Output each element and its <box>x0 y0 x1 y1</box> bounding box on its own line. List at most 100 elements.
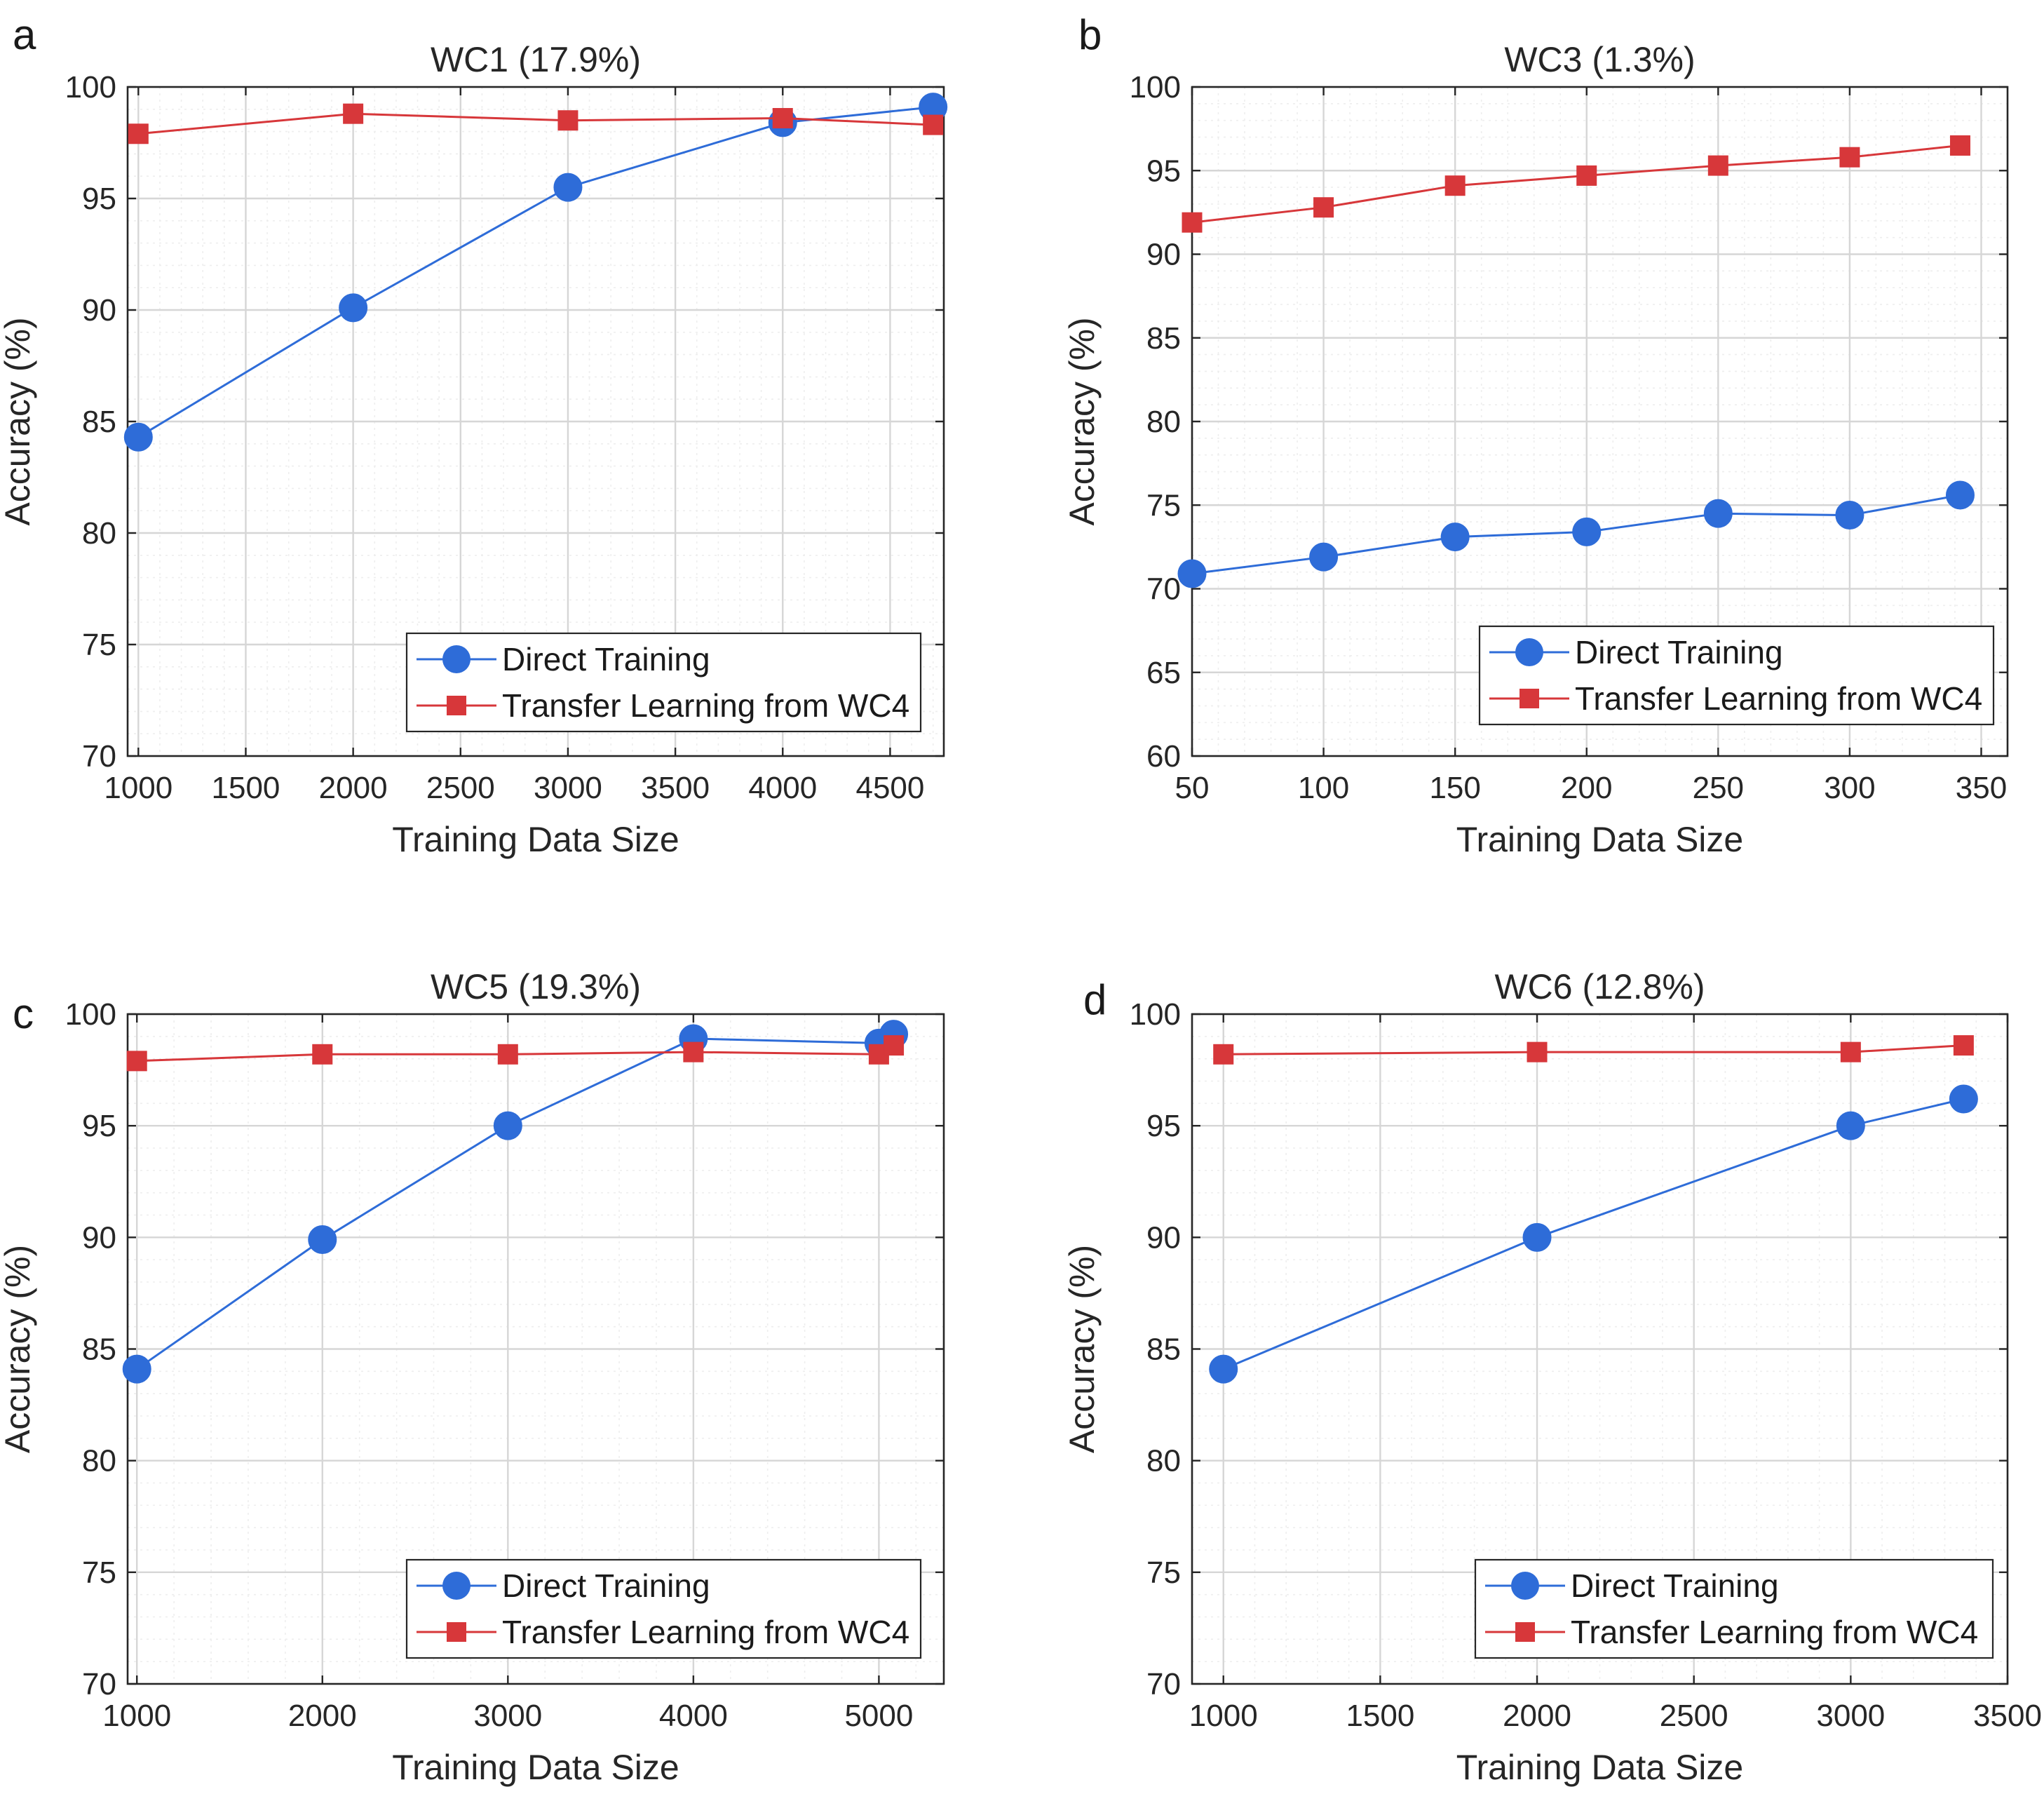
legend-box <box>1478 625 1995 726</box>
data-point-square <box>1840 1041 1861 1063</box>
legend-marker-circle <box>1511 1572 1539 1600</box>
series-line <box>1223 1044 1964 1056</box>
data-point-circle <box>308 1225 337 1255</box>
data-point-square <box>1949 135 1970 156</box>
data-point-circle <box>553 173 583 202</box>
legend: Direct Training Transfer Learning from WC… <box>405 1558 922 1659</box>
x-tick-label: 350 <box>1956 771 2007 805</box>
y-tick-label: 85 <box>82 1333 116 1367</box>
series-transfer-learning <box>1213 1035 1974 1065</box>
legend-marker-circle <box>442 645 471 673</box>
data-point-circle <box>493 1111 522 1140</box>
data-point-circle <box>1572 517 1602 546</box>
y-tick-label: 85 <box>82 405 116 439</box>
data-point-square <box>557 110 578 131</box>
data-point-square <box>497 1044 518 1065</box>
panel-letter: d <box>1083 976 1106 1023</box>
y-tick-label: 100 <box>65 70 116 104</box>
y-axis-label: Accuracy (%) <box>0 1245 37 1453</box>
data-point-circle <box>1309 542 1339 572</box>
y-tick-label: 90 <box>1146 1220 1181 1255</box>
x-tick-label: 50 <box>1175 771 1210 805</box>
data-point-square <box>1444 175 1466 196</box>
x-tick-label: 1000 <box>102 1699 171 1733</box>
y-tick-label: 95 <box>82 1109 116 1143</box>
data-point-circle <box>1945 480 1975 510</box>
legend-label: Direct Training <box>502 1567 710 1604</box>
y-tick-label: 95 <box>82 182 116 216</box>
x-axis-label: Training Data Size <box>392 1748 679 1787</box>
data-point-square <box>126 1051 147 1072</box>
y-tick-label: 65 <box>1146 656 1181 690</box>
legend-label: Direct Training <box>502 641 710 677</box>
data-point-square <box>1182 212 1203 233</box>
chart-panel-b: 50 100 150 200 250 300 350 60 65 70 75 80 85 90 95 100 W… <box>1062 11 2009 859</box>
x-tick-label: 4500 <box>855 771 924 805</box>
y-tick-label: 85 <box>1146 321 1181 356</box>
legend-marker-square <box>1515 1622 1535 1642</box>
legend: Direct Training Transfer Learning from WC… <box>1478 625 1995 726</box>
x-tick-label: 100 <box>1298 771 1349 805</box>
series-transfer-learning <box>128 103 944 144</box>
data-point-square <box>772 108 793 129</box>
data-point-square <box>312 1044 333 1065</box>
x-axis-label: Training Data Size <box>392 820 679 859</box>
x-tick-label: 5000 <box>844 1699 913 1733</box>
legend-label: Direct Training <box>1575 634 1783 670</box>
x-axis-label: Training Data Size <box>1456 820 1743 859</box>
x-tick-label: 3000 <box>1816 1699 1885 1733</box>
y-tick-label: 80 <box>1146 405 1181 439</box>
x-tick-label: 2000 <box>319 771 388 805</box>
x-tick-label: 200 <box>1561 771 1612 805</box>
chart-panel-d: 1000 1500 2000 2500 3000 3500 70 75 80 85 90 95 100 W… <box>1062 967 2042 1787</box>
legend-marker-square <box>1520 689 1539 708</box>
y-tick-label: 75 <box>1146 488 1181 522</box>
legend-label: Transfer Learning from WC4 <box>502 687 909 724</box>
legend-marker-circle <box>442 1572 471 1600</box>
data-point-circle <box>1440 522 1470 552</box>
chart-panel-a: 1000 1500 2000 2500 3000 3500 4000 4500 70 75 80 85… <box>0 11 948 859</box>
y-tick-label: 70 <box>1146 1667 1181 1701</box>
y-tick-label: 95 <box>1146 1109 1181 1143</box>
panel-letter: b <box>1078 11 1102 58</box>
data-point-circle <box>122 1354 151 1384</box>
x-tick-label: 2500 <box>1660 1699 1728 1733</box>
chart-title: WC3 (1.3%) <box>1504 40 1695 79</box>
legend-marker-square <box>447 696 466 715</box>
y-tick-label: 90 <box>82 1220 116 1255</box>
data-point-square <box>1213 1044 1234 1065</box>
y-tick-label: 60 <box>1146 739 1181 774</box>
x-tick-label: 1500 <box>212 771 280 805</box>
legend-label: Transfer Learning from WC4 <box>1571 1614 1978 1650</box>
x-tick-label: 3000 <box>473 1699 542 1733</box>
chart-title: WC6 (12.8%) <box>1494 967 1705 1006</box>
x-tick-label: 3500 <box>1973 1699 2042 1733</box>
y-tick-label: 90 <box>1146 238 1181 272</box>
legend-box <box>405 632 922 733</box>
x-tick-label: 2000 <box>288 1699 357 1733</box>
data-point-circle <box>1209 1354 1238 1384</box>
data-point-square <box>884 1035 905 1056</box>
x-tick-label: 4000 <box>748 771 817 805</box>
y-axis-label: Accuracy (%) <box>1062 317 1102 525</box>
y-tick-label: 100 <box>65 997 116 1032</box>
legend-label: Transfer Learning from WC4 <box>502 1614 909 1650</box>
x-tick-label: 2000 <box>1503 1699 1571 1733</box>
data-point-square <box>1839 147 1860 168</box>
x-axis-label: Training Data Size <box>1456 1748 1743 1787</box>
y-tick-label: 95 <box>1146 154 1181 188</box>
x-tick-label: 3500 <box>641 771 710 805</box>
series-transfer-learning <box>126 1035 905 1072</box>
x-tick-label: 4000 <box>659 1699 728 1733</box>
y-tick-label: 75 <box>1146 1556 1181 1590</box>
legend: Direct Training Transfer Learning from WC… <box>1474 1558 1994 1659</box>
y-tick-label: 80 <box>82 1444 116 1478</box>
x-tick-label: 150 <box>1429 771 1480 805</box>
x-tick-label: 1000 <box>104 771 172 805</box>
data-point-square <box>923 114 944 135</box>
data-point-square <box>1527 1041 1548 1063</box>
y-tick-label: 70 <box>82 739 116 774</box>
y-tick-label: 75 <box>82 628 116 662</box>
y-tick-label: 100 <box>1130 997 1181 1032</box>
